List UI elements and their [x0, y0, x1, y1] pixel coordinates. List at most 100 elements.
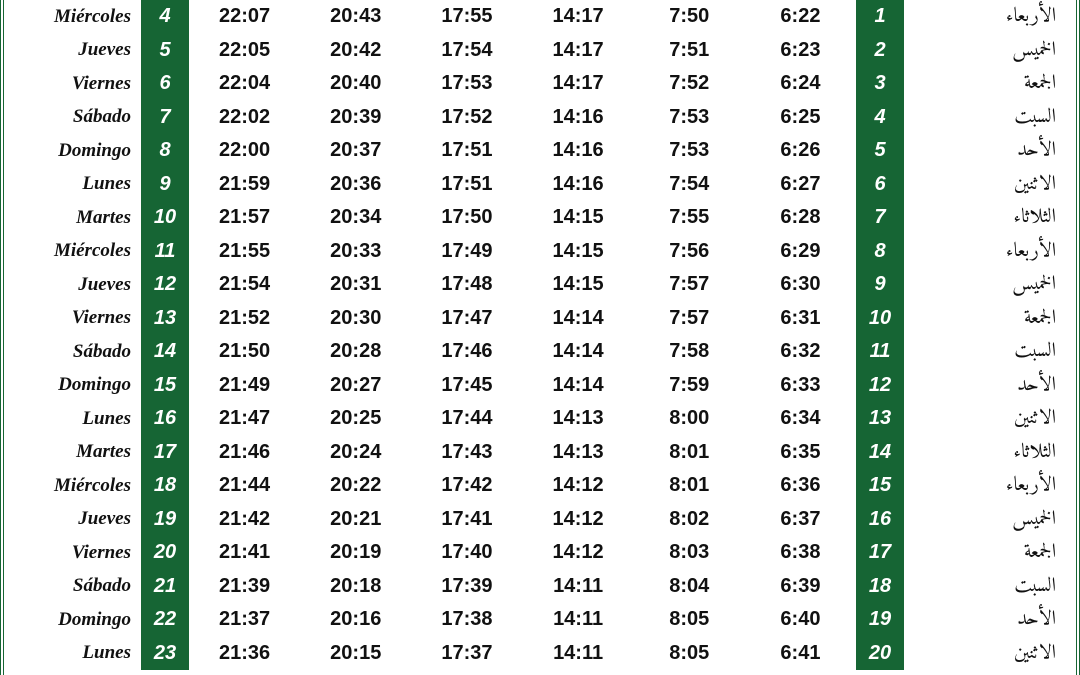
- time-cell: 7:55: [634, 206, 745, 229]
- time-cell: 20:37: [300, 139, 411, 162]
- time-cell: 17:49: [411, 240, 522, 263]
- day-arabic: السبت: [904, 569, 1074, 604]
- day-arabic: الخميس: [904, 502, 1074, 537]
- date-number-right: 14: [856, 436, 904, 470]
- table-row: Miércoles422:0720:4317:5514:177:506:221ا…: [6, 0, 1074, 34]
- time-cell: 8:01: [634, 441, 745, 464]
- time-cell: 7:53: [634, 106, 745, 129]
- time-cell: 14:17: [523, 39, 634, 62]
- table-row: Miércoles1821:4420:2217:4214:128:016:361…: [6, 469, 1074, 503]
- day-spanish: Lunes: [6, 173, 141, 195]
- time-cell: 17:51: [411, 139, 522, 162]
- date-number-right: 3: [856, 67, 904, 101]
- time-cell: 7:51: [634, 39, 745, 62]
- time-cell: 21:39: [189, 575, 300, 598]
- date-number-left: 5: [141, 34, 189, 68]
- table-row: Viernes622:0420:4017:5314:177:526:243الج…: [6, 67, 1074, 101]
- time-cell: 6:28: [745, 206, 856, 229]
- time-cell: 20:27: [300, 374, 411, 397]
- time-cell: 6:25: [745, 106, 856, 129]
- time-cell: 8:00: [634, 407, 745, 430]
- time-cell: 6:35: [745, 441, 856, 464]
- date-number-left: 6: [141, 67, 189, 101]
- day-spanish: Sábado: [6, 106, 141, 128]
- time-cell: 22:00: [189, 139, 300, 162]
- table-row: Sábado2121:3920:1817:3914:118:046:3918ال…: [6, 570, 1074, 604]
- time-cell: 17:52: [411, 106, 522, 129]
- time-cell: 20:42: [300, 39, 411, 62]
- table-row: Jueves522:0520:4217:5414:177:516:232الخم…: [6, 34, 1074, 68]
- time-cell: 14:16: [523, 106, 634, 129]
- time-cell: 20:28: [300, 340, 411, 363]
- time-cell: 17:41: [411, 508, 522, 531]
- time-cell: 20:16: [300, 608, 411, 631]
- date-number-left: 21: [141, 570, 189, 604]
- day-arabic: الخميس: [904, 33, 1074, 68]
- time-cell: 14:15: [523, 206, 634, 229]
- time-cell: 17:42: [411, 474, 522, 497]
- time-cell: 17:43: [411, 441, 522, 464]
- date-number-right: 19: [856, 603, 904, 637]
- date-number-left: 18: [141, 469, 189, 503]
- time-cell: 7:52: [634, 72, 745, 95]
- time-cell: 20:15: [300, 642, 411, 665]
- day-spanish: Jueves: [6, 274, 141, 296]
- time-cell: 20:19: [300, 541, 411, 564]
- time-cell: 7:54: [634, 173, 745, 196]
- day-arabic: السبت: [904, 100, 1074, 135]
- time-cell: 6:33: [745, 374, 856, 397]
- day-arabic: الأحد: [904, 368, 1074, 403]
- day-spanish: Domingo: [6, 140, 141, 162]
- date-number-right: 13: [856, 402, 904, 436]
- time-cell: 21:36: [189, 642, 300, 665]
- date-number-right: 10: [856, 302, 904, 336]
- time-cell: 6:38: [745, 541, 856, 564]
- time-cell: 8:05: [634, 608, 745, 631]
- time-cell: 6:32: [745, 340, 856, 363]
- time-cell: 8:01: [634, 474, 745, 497]
- day-spanish: Sábado: [6, 575, 141, 597]
- day-arabic: الجمعة: [904, 66, 1074, 101]
- day-spanish: Viernes: [6, 307, 141, 329]
- table-row: Sábado722:0220:3917:5214:167:536:254السب…: [6, 101, 1074, 135]
- time-cell: 20:18: [300, 575, 411, 598]
- day-spanish: Martes: [6, 441, 141, 463]
- time-cell: 6:30: [745, 273, 856, 296]
- table-row: Miércoles1121:5520:3317:4914:157:566:298…: [6, 235, 1074, 269]
- time-cell: 6:39: [745, 575, 856, 598]
- time-cell: 17:48: [411, 273, 522, 296]
- time-cell: 14:13: [523, 441, 634, 464]
- time-cell: 14:17: [523, 5, 634, 28]
- time-cell: 20:39: [300, 106, 411, 129]
- date-number-right: 5: [856, 134, 904, 168]
- time-cell: 20:24: [300, 441, 411, 464]
- day-arabic: الثلاثاء: [904, 435, 1074, 470]
- date-number-right: 17: [856, 536, 904, 570]
- time-cell: 6:22: [745, 5, 856, 28]
- table-row: Martes1721:4620:2417:4314:138:016:3514ال…: [6, 436, 1074, 470]
- table-row: Lunes2321:3620:1517:3714:118:056:4120الا…: [6, 637, 1074, 671]
- date-number-left: 9: [141, 168, 189, 202]
- time-cell: 20:43: [300, 5, 411, 28]
- time-cell: 17:54: [411, 39, 522, 62]
- date-number-left: 7: [141, 101, 189, 135]
- time-cell: 8:05: [634, 642, 745, 665]
- date-number-right: 11: [856, 335, 904, 369]
- table-row: Jueves1221:5420:3117:4814:157:576:309الخ…: [6, 268, 1074, 302]
- date-number-right: 15: [856, 469, 904, 503]
- time-cell: 14:11: [523, 575, 634, 598]
- table-row: Domingo2221:3720:1617:3814:118:056:4019ا…: [6, 603, 1074, 637]
- time-cell: 14:16: [523, 139, 634, 162]
- time-cell: 20:31: [300, 273, 411, 296]
- table-row: Domingo822:0020:3717:5114:167:536:265الأ…: [6, 134, 1074, 168]
- day-arabic: الأربعاء: [904, 0, 1074, 34]
- day-arabic: السبت: [904, 334, 1074, 369]
- time-cell: 14:15: [523, 240, 634, 263]
- date-number-right: 16: [856, 503, 904, 537]
- time-cell: 20:22: [300, 474, 411, 497]
- day-spanish: Martes: [6, 207, 141, 229]
- day-spanish: Jueves: [6, 39, 141, 61]
- time-cell: 14:17: [523, 72, 634, 95]
- date-number-left: 23: [141, 637, 189, 671]
- time-cell: 20:21: [300, 508, 411, 531]
